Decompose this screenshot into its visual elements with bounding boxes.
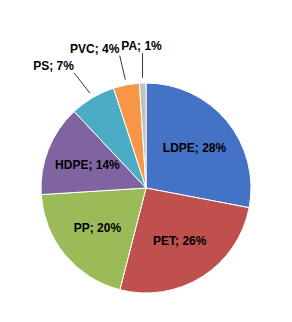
slice [41, 188, 146, 290]
slice [146, 83, 251, 208]
leader-line [142, 53, 143, 77]
labels: LDPE; 28% PET; 26% PP; 20% HDPE; 14% PS; 7% P… [33, 39, 226, 248]
slice-label: PVC; 4% [70, 42, 120, 56]
leader-lines [74, 53, 142, 93]
slice [114, 83, 146, 188]
chart: LDPE; 28% PET; 26% PP; 20% HDPE; 14% PS; 7% P… [0, 0, 292, 322]
slices [41, 83, 251, 293]
slice-label: LDPE; 28% [163, 141, 227, 155]
slice-label: PP; 20% [74, 221, 122, 235]
leader-line [74, 73, 90, 93]
slice [139, 83, 146, 188]
leader-line [120, 56, 126, 80]
slice-label: HDPE; 14% [55, 158, 120, 172]
pie: LDPE; 28% PET; 26% PP; 20% HDPE; 14% PS; 7% P… [33, 39, 251, 293]
slice-label: PET; 26% [153, 234, 207, 248]
slice-label: PA; 1% [121, 39, 162, 53]
slice-label: PS; 7% [33, 59, 74, 73]
